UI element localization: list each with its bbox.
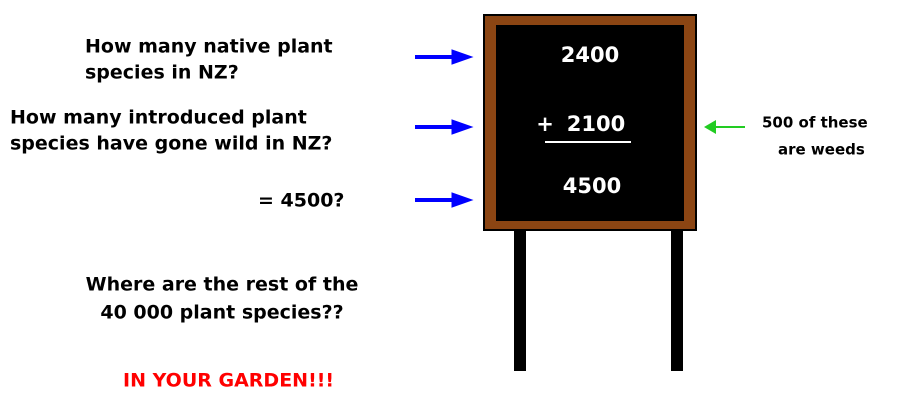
question-text: 40 000 plant species?? <box>100 302 343 324</box>
board-leg <box>514 228 526 371</box>
question-text: How many introduced plant <box>10 107 307 129</box>
board-sign: + <box>536 112 554 136</box>
note-arrow-head <box>704 120 716 134</box>
question-text: species have gone wild in NZ? <box>10 133 332 155</box>
question-text: How many native plant <box>85 36 333 58</box>
question-text: Where are the rest of the <box>86 274 359 296</box>
note-text: 500 of these <box>762 114 868 132</box>
question-text: species in NZ? <box>85 62 239 84</box>
note-text: are weeds <box>778 141 865 159</box>
arrow-head <box>452 50 472 64</box>
board-number: 2100 <box>567 112 625 136</box>
scene: How many native plant species in NZ? How… <box>0 0 919 403</box>
board-number: 4500 <box>563 174 621 198</box>
question-text: = 4500? <box>258 190 344 212</box>
arrow-head <box>452 120 472 134</box>
board-number: 2400 <box>561 43 619 67</box>
arrows <box>415 50 472 207</box>
answer-text: IN YOUR GARDEN!!! <box>123 370 334 392</box>
board-leg <box>671 228 683 371</box>
arrow-head <box>452 193 472 207</box>
